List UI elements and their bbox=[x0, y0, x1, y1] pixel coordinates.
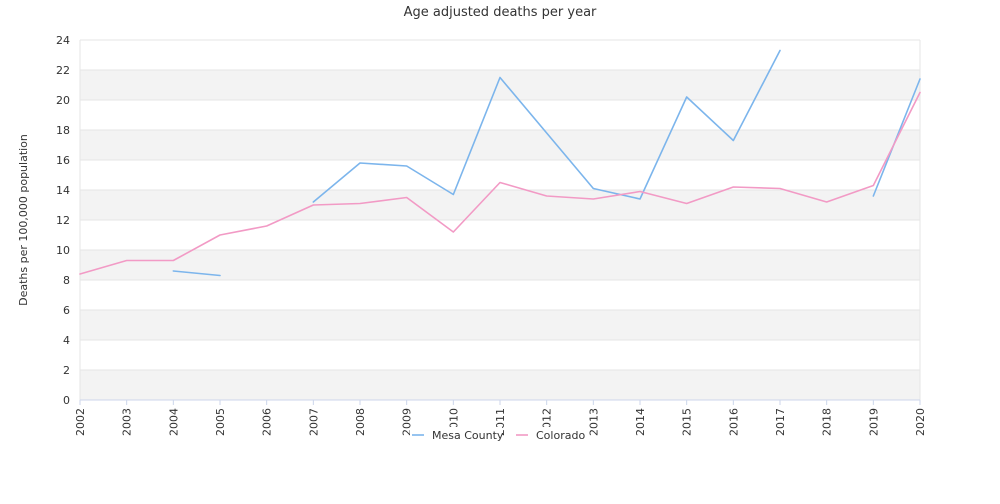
plot-bands bbox=[80, 70, 920, 400]
y-tick-label: 18 bbox=[56, 124, 70, 137]
legend-item-colorado[interactable]: Colorado bbox=[514, 427, 586, 442]
y-tick-label: 22 bbox=[56, 64, 70, 77]
plot-band bbox=[80, 250, 920, 280]
plot-band bbox=[80, 70, 920, 100]
x-tick-label: 2015 bbox=[681, 408, 694, 436]
y-tick-label: 12 bbox=[56, 214, 70, 227]
chart-title: Age adjusted deaths per year bbox=[404, 5, 597, 20]
plot-band bbox=[80, 190, 920, 220]
x-tick-label: 2013 bbox=[587, 408, 600, 436]
y-tick-label: 14 bbox=[56, 184, 70, 197]
y-tick-label: 10 bbox=[56, 244, 70, 257]
legend-label: Colorado bbox=[536, 429, 585, 442]
y-tick-label: 20 bbox=[56, 94, 70, 107]
series-line-colorado[interactable] bbox=[79, 91, 921, 275]
legend-label: Mesa County bbox=[432, 429, 504, 442]
x-tick-label: 2007 bbox=[307, 408, 320, 436]
x-tick-label: 2005 bbox=[214, 408, 227, 436]
x-tick-label: 2006 bbox=[261, 408, 274, 436]
plot-band bbox=[80, 370, 920, 400]
grid-lines bbox=[79, 39, 921, 401]
x-tick-label: 2020 bbox=[914, 408, 927, 436]
y-tick-label: 0 bbox=[63, 394, 70, 407]
legend-item-mesa-county[interactable]: Mesa County bbox=[410, 427, 504, 442]
plot-band bbox=[80, 130, 920, 160]
y-tick-label: 2 bbox=[63, 364, 70, 377]
x-axis-ticks: 2002 2003 2004 2005 2006 2007 2008 2009 2010 2011… bbox=[74, 400, 927, 436]
legend-item-background bbox=[514, 427, 586, 441]
x-tick-label: 2004 bbox=[167, 408, 180, 436]
x-tick-label: 2003 bbox=[121, 408, 134, 436]
y-tick-label: 8 bbox=[63, 274, 70, 287]
x-tick-label: 2016 bbox=[727, 408, 740, 436]
y-tick-label: 24 bbox=[56, 34, 70, 47]
series-lines bbox=[79, 49, 921, 277]
y-tick-label: 6 bbox=[63, 304, 70, 317]
x-tick-label: 2008 bbox=[354, 408, 367, 436]
y-axis-title: Deaths per 100,000 population bbox=[17, 134, 30, 306]
x-tick-label: 2017 bbox=[774, 408, 787, 436]
legend: Mesa County Colorado bbox=[410, 427, 586, 442]
legend-item-background bbox=[410, 427, 502, 441]
x-tick-label: 2018 bbox=[821, 408, 834, 436]
x-tick-label: 2002 bbox=[74, 408, 87, 436]
x-tick-label: 2019 bbox=[867, 408, 880, 436]
plot-band bbox=[80, 310, 920, 340]
y-tick-label: 16 bbox=[56, 154, 70, 167]
y-tick-label: 4 bbox=[63, 334, 70, 347]
x-tick-label: 2014 bbox=[634, 408, 647, 436]
